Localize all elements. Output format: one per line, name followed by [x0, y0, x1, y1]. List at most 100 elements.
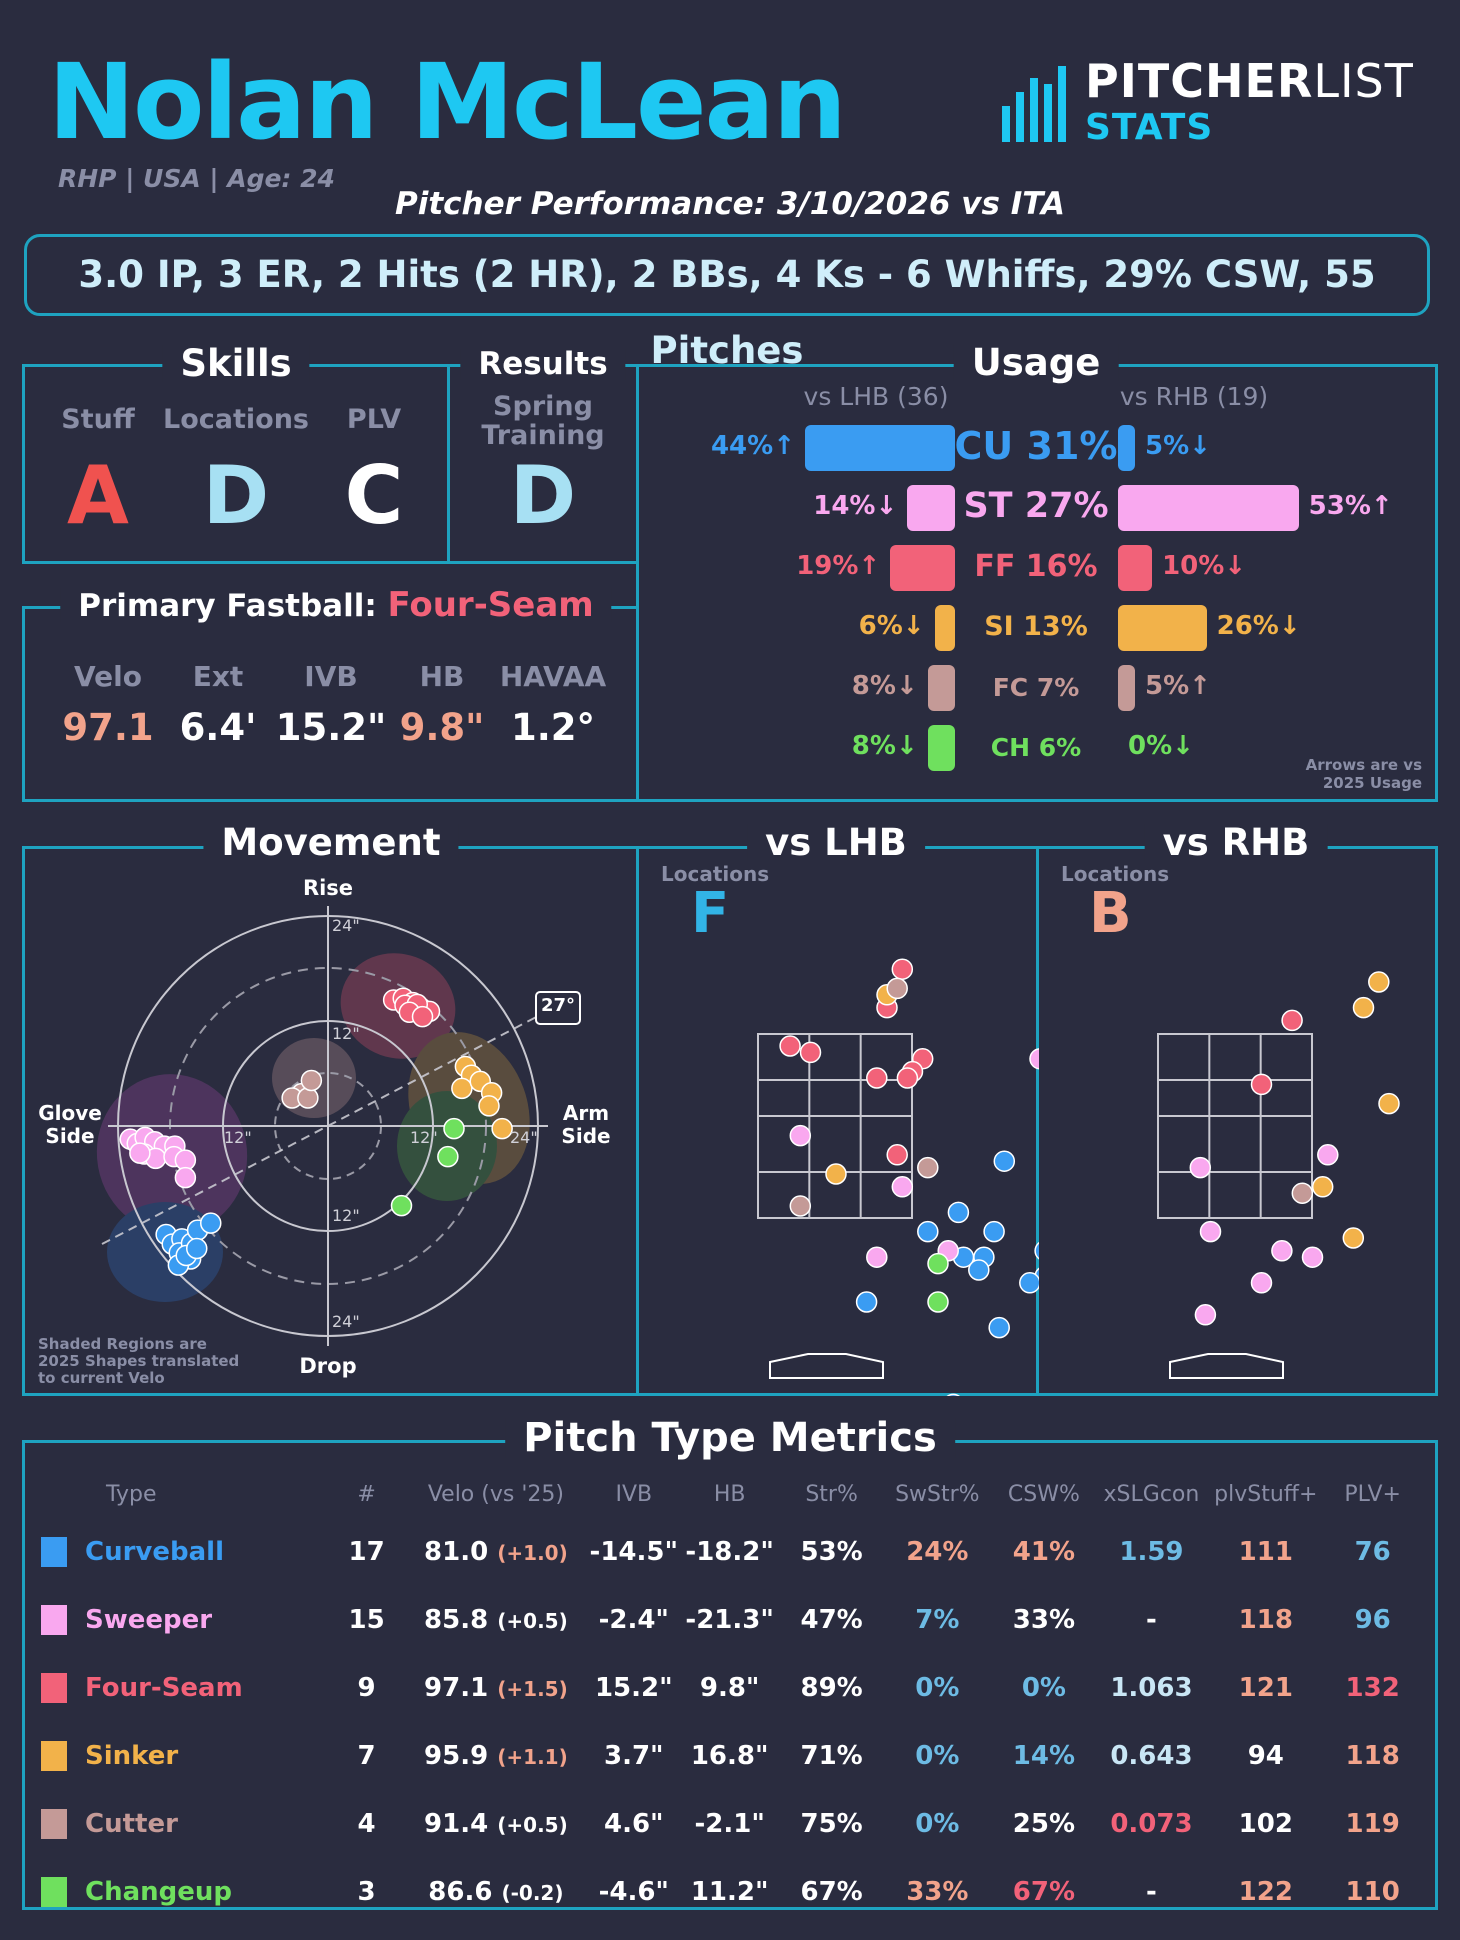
pitch-plvstuff: 121: [1238, 1673, 1293, 1703]
pitch-ivb: -14.5": [589, 1537, 679, 1567]
pitch-swstr-pct: 7%: [915, 1605, 960, 1635]
movement-point-SI-2: [451, 1077, 473, 1100]
pitch-count: 15: [348, 1605, 385, 1635]
usage-bar-rhb-FC: [1118, 665, 1136, 711]
fb-ext-label: Ext: [192, 660, 244, 693]
drop-label: Drop: [299, 1354, 357, 1378]
table-row: Sweeper 15 85.8 (+0.5) -2.4" -21.3" 47% 7% 33% -…: [40, 1586, 1420, 1654]
results-grade: D: [509, 449, 577, 542]
pitch-csw-pct: 0%: [1021, 1673, 1066, 1703]
pitch-type-name: Sweeper: [85, 1604, 213, 1635]
metrics-header-4: HB: [713, 1481, 746, 1507]
pitch-plv: 76: [1354, 1537, 1391, 1567]
pitch-swstr-pct: 24%: [906, 1537, 969, 1567]
movement-note: Shaded Regions are 2025 Shapes translated…: [38, 1335, 240, 1387]
pitch-csw-pct: 25%: [1012, 1809, 1076, 1839]
fb-havaa-label: HAVAA: [499, 660, 607, 693]
fb-velo-value: 97.1: [62, 706, 154, 749]
usage-rhb-pct-ST: 53%↑: [1308, 491, 1393, 521]
movement-point-SI-6: [491, 1117, 513, 1140]
pitch-xslgcon: 1.59: [1119, 1537, 1184, 1567]
home-plate: [769, 1353, 884, 1379]
pitch-plvstuff: 111: [1238, 1537, 1293, 1567]
pitch-str-pct: 53%: [800, 1537, 863, 1567]
lhb-location-CU-6: [983, 1220, 1005, 1243]
lhb-location-CU-2: [1019, 1272, 1039, 1294]
table-row: Four-Seam 9 97.1 (+1.5) 15.2" 9.8" 89% 0% 0% 1.0…: [40, 1654, 1420, 1722]
pitch-hb: 11.2": [690, 1877, 769, 1907]
locations-label: Locations: [163, 404, 309, 435]
usage-rhb-pct-CH: 0%↓: [1128, 731, 1194, 761]
movement-point-CU-6: [200, 1212, 222, 1234]
usage-label-FC: FC 7%: [992, 672, 1080, 702]
rhb-title: vs RHB: [1144, 824, 1328, 861]
results-label: Spring Training: [481, 391, 605, 451]
ring-12-bottom: 12": [332, 1206, 360, 1225]
strike-zone: [757, 1033, 913, 1219]
lhb-locations-label: Locations: [661, 862, 770, 886]
lhb-location-CU-13: [946, 1393, 961, 1396]
pitch-xslgcon: -: [1146, 1877, 1157, 1907]
pitch-color-swatch: [41, 1673, 67, 1704]
arm-side-label: Arm Side: [561, 1101, 611, 1148]
movement-point-SI-5: [478, 1095, 500, 1117]
lhb-location-FF-5: [779, 1035, 801, 1057]
pitch-swstr-pct: 0%: [915, 1809, 960, 1839]
velo-diff: (+0.5): [497, 1609, 568, 1633]
lhb-location-FF-8: [866, 1067, 888, 1089]
lhb-location-FF-6: [891, 958, 914, 980]
pitch-type-name: Sinker: [85, 1740, 179, 1771]
rhb-location-SI-2: [1342, 1227, 1365, 1249]
metrics-header-1: #: [357, 1481, 376, 1507]
logo-stats: STATS: [1085, 107, 1214, 148]
lhb-location-CU-7: [947, 1201, 970, 1224]
plv-label: PLV: [346, 404, 402, 435]
pitch-xslgcon: -: [1146, 1605, 1157, 1635]
lhb-location-CH-1: [927, 1291, 949, 1313]
metrics-header-6: SwStr%: [895, 1481, 980, 1507]
rhb-location-SI-4: [1368, 971, 1390, 993]
usage-label-SI: SI 13%: [984, 611, 1088, 643]
lhb-location-FF-0: [799, 1041, 822, 1064]
pitch-plvstuff: 118: [1238, 1605, 1293, 1635]
pitch-str-pct: 47%: [800, 1605, 863, 1635]
lhb-location-CU-15: [1034, 1241, 1039, 1260]
pitch-color-swatch: [41, 1741, 67, 1772]
ring-12-right: 12": [410, 1128, 438, 1147]
fastball-panel: [22, 606, 639, 802]
metrics-table: Type # Velo (vs '25) IVB HB Str% SwStr% CSW% xSL…: [40, 1470, 1420, 1926]
logo-wordmark: PITCHERLIST: [1085, 54, 1414, 108]
pitch-plvstuff: 122: [1238, 1877, 1293, 1907]
pitch-type-name: Changeup: [85, 1876, 233, 1907]
pitcher-name: Nolan McLean: [48, 41, 847, 163]
glove-side-label: Glove Side: [38, 1101, 102, 1148]
pitch-plv: 119: [1345, 1809, 1400, 1839]
velo-diff: (-0.2): [501, 1881, 564, 1905]
lhb-location-CH-0: [927, 1252, 949, 1275]
fb-hb-label: HB: [419, 660, 465, 693]
results-title: Results: [460, 349, 626, 380]
lhb-location-ST-2: [891, 1176, 914, 1198]
metrics-header-2: Velo (vs '25): [427, 1481, 564, 1507]
metrics-header-10: PLV+: [1344, 1481, 1401, 1507]
usage-bar-lhb-ST: [907, 485, 955, 531]
rhb-location-ST-6: [1250, 1272, 1273, 1294]
usage-lhb-pct-CU: 44%↑: [710, 431, 795, 461]
lhb-location-SI-1: [825, 1163, 847, 1185]
pitch-str-pct: 89%: [800, 1673, 863, 1703]
pitch-plv: 110: [1345, 1877, 1400, 1907]
locations-grade: D: [202, 449, 270, 542]
pitch-count: 7: [357, 1741, 376, 1771]
fb-hb-value: 9.8": [399, 706, 485, 749]
pitch-plv: 118: [1345, 1741, 1400, 1771]
movement-point-ST-10: [174, 1166, 197, 1189]
pitch-str-pct: 75%: [800, 1809, 863, 1839]
usage-bar-lhb-CH: [927, 725, 955, 771]
table-row: Curveball 17 81.0 (+1.0) -14.5" -18.2" 53% 24%…: [40, 1518, 1420, 1586]
velo-diff: (+1.5): [497, 1677, 568, 1701]
movement-point-CH-0: [443, 1117, 465, 1140]
lhb-location-FC-0: [886, 977, 908, 1000]
stuff-label: Stuff: [61, 404, 135, 435]
fb-havaa-value: 1.2°: [510, 706, 596, 749]
ring-12-top: 12": [332, 1024, 360, 1043]
